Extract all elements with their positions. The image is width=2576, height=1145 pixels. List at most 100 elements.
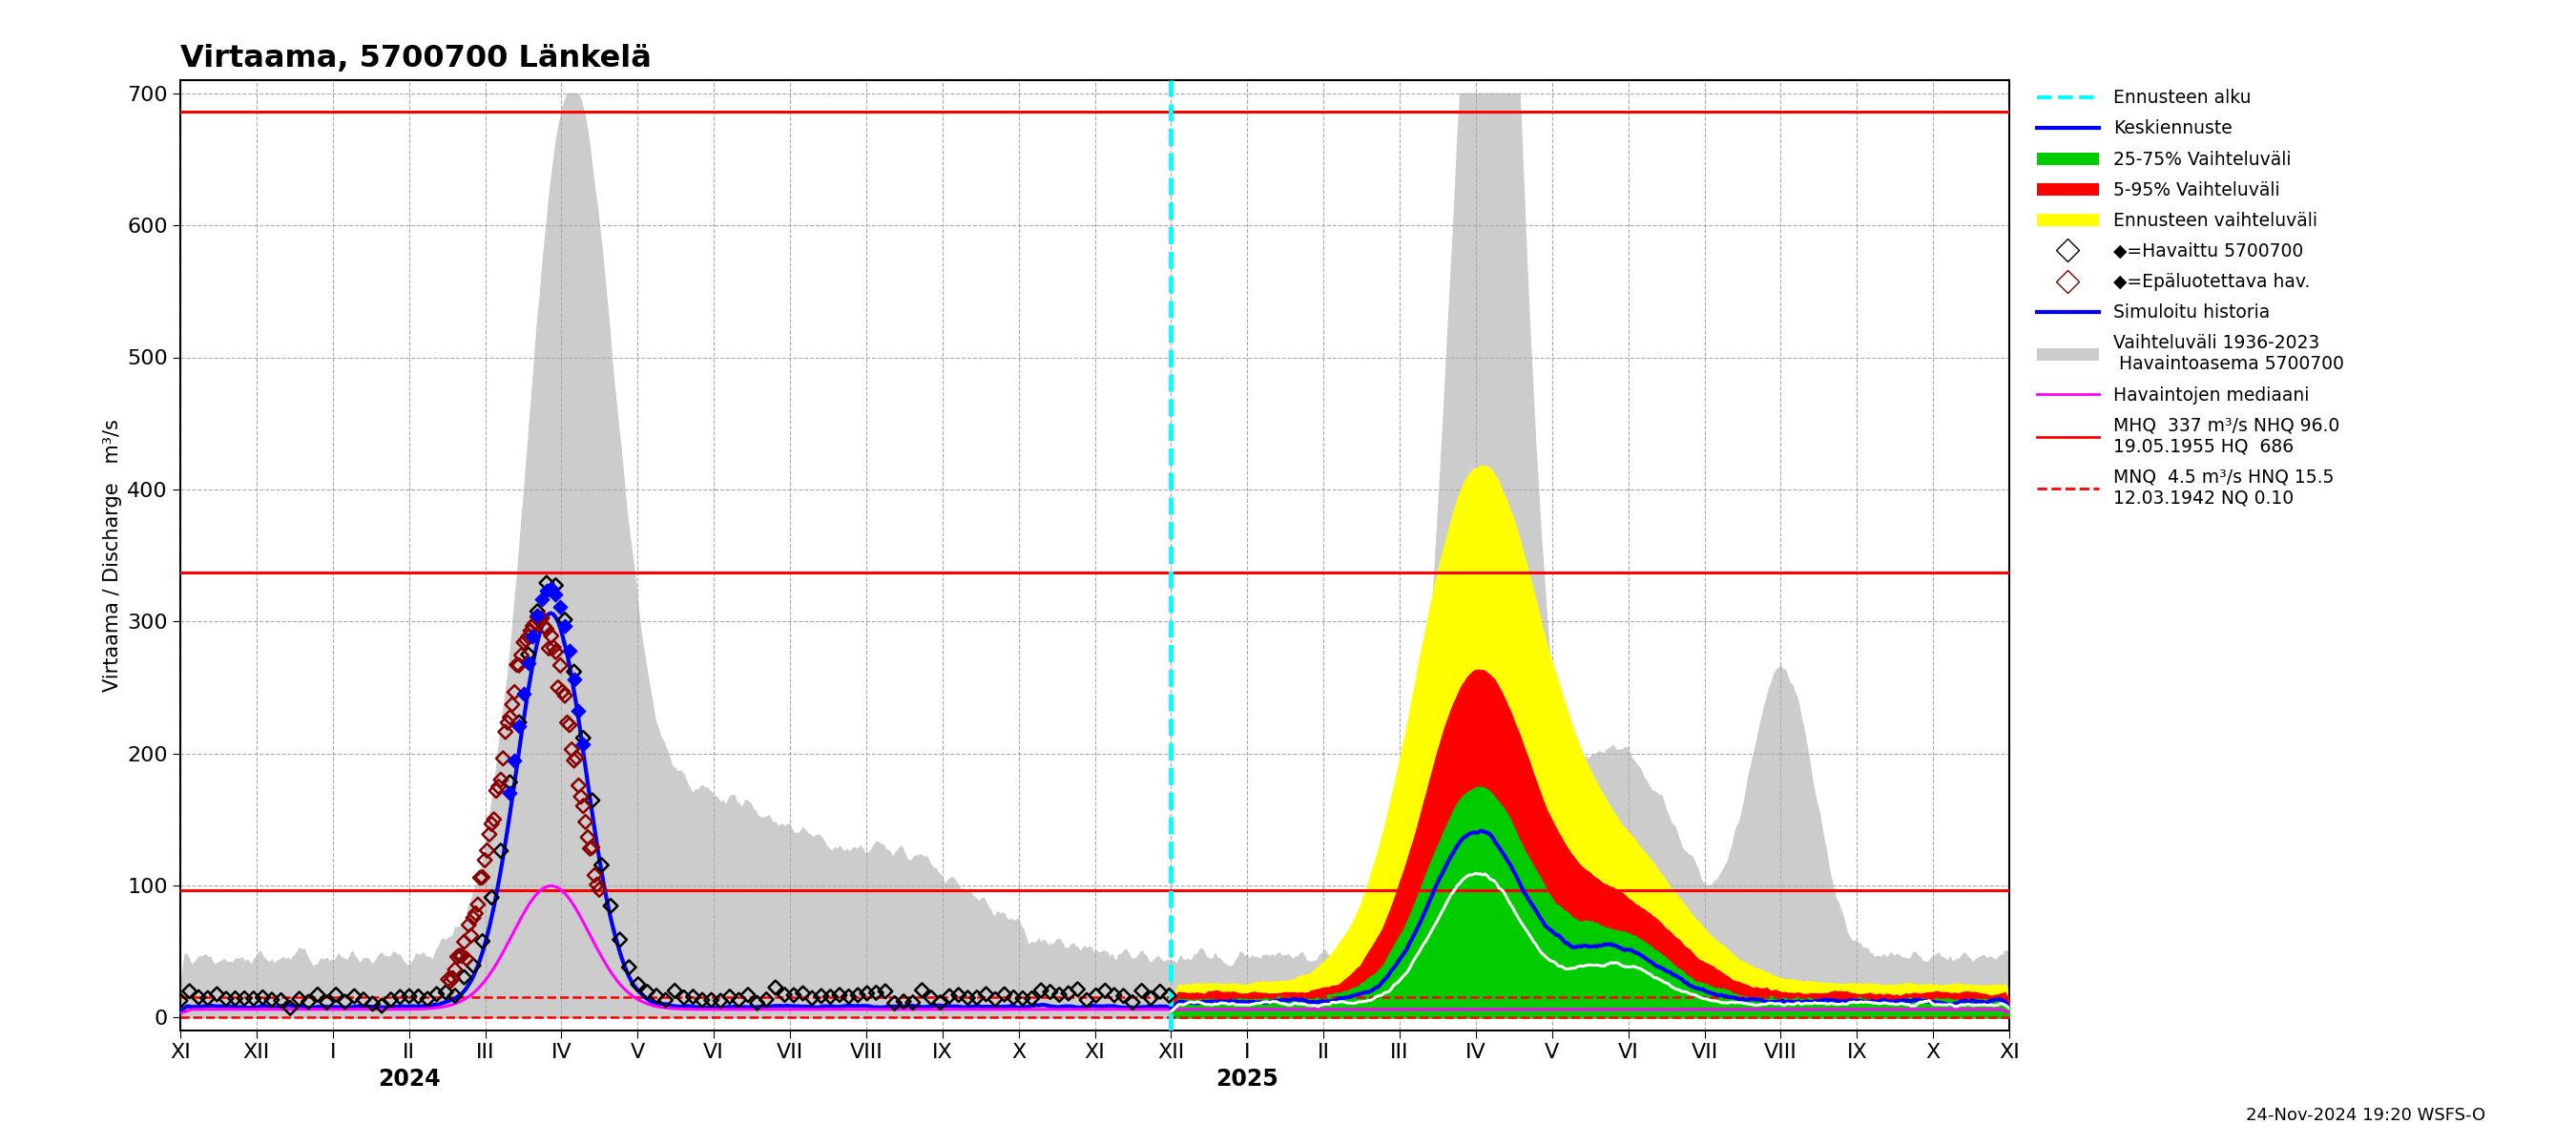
- Point: [873, 994, 914, 1012]
- Point: [520, 613, 562, 631]
- Point: [459, 869, 500, 887]
- Point: [407, 989, 448, 1008]
- Point: [541, 682, 582, 701]
- Point: [902, 981, 943, 1000]
- Point: [719, 990, 760, 1009]
- Point: [296, 986, 337, 1004]
- Point: [938, 986, 979, 1004]
- Point: [564, 813, 605, 831]
- Point: [507, 646, 549, 664]
- Point: [567, 828, 608, 846]
- Point: [580, 881, 621, 899]
- Point: [443, 933, 484, 951]
- Point: [307, 993, 348, 1011]
- Point: [556, 749, 598, 767]
- Point: [819, 986, 860, 1004]
- Point: [572, 838, 613, 856]
- Point: [523, 617, 564, 635]
- Point: [428, 970, 469, 988]
- Point: [636, 987, 677, 1005]
- Point: [371, 990, 412, 1009]
- Point: [569, 839, 611, 858]
- Point: [433, 969, 474, 987]
- Point: [526, 582, 567, 600]
- Point: [459, 895, 500, 914]
- Point: [690, 990, 732, 1009]
- Point: [672, 988, 714, 1006]
- Point: [353, 995, 394, 1013]
- Point: [755, 978, 796, 996]
- Point: [489, 784, 531, 803]
- Point: [577, 876, 618, 894]
- Point: [513, 617, 554, 635]
- Point: [909, 988, 951, 1006]
- Point: [809, 988, 850, 1006]
- Point: [500, 717, 541, 735]
- Point: [884, 993, 925, 1011]
- Point: [966, 985, 1007, 1003]
- Point: [992, 988, 1033, 1006]
- Point: [451, 926, 492, 945]
- Point: [500, 713, 541, 732]
- Point: [224, 989, 265, 1008]
- Point: [361, 996, 402, 1014]
- Point: [562, 735, 603, 753]
- Point: [737, 994, 778, 1012]
- Point: [417, 985, 459, 1003]
- Point: [948, 988, 989, 1006]
- Point: [456, 905, 497, 923]
- Point: [513, 627, 554, 646]
- Point: [461, 932, 502, 950]
- Point: [314, 986, 355, 1004]
- Point: [335, 987, 376, 1005]
- Point: [562, 729, 603, 748]
- Point: [325, 993, 366, 1011]
- Point: [1113, 993, 1154, 1011]
- Point: [551, 741, 592, 759]
- Point: [538, 678, 580, 696]
- Point: [528, 639, 569, 657]
- Point: [956, 988, 997, 1006]
- Point: [489, 708, 531, 726]
- Point: [536, 585, 577, 603]
- Point: [479, 842, 520, 860]
- Point: [448, 916, 489, 934]
- Point: [1074, 986, 1115, 1004]
- Point: [559, 776, 600, 795]
- Point: [510, 622, 551, 640]
- Y-axis label: Virtaama / Discharge   m³/s: Virtaama / Discharge m³/s: [103, 419, 121, 692]
- Point: [1056, 980, 1097, 998]
- Point: [701, 992, 742, 1010]
- Point: [518, 602, 559, 621]
- Point: [507, 655, 549, 673]
- Point: [848, 984, 889, 1002]
- Point: [232, 989, 273, 1008]
- Point: [471, 889, 513, 907]
- Point: [487, 713, 528, 732]
- Point: [520, 590, 562, 608]
- Point: [582, 856, 623, 875]
- Point: [974, 990, 1015, 1009]
- Text: 2025: 2025: [1216, 1067, 1278, 1090]
- Point: [474, 811, 515, 829]
- Point: [562, 797, 603, 815]
- Point: [744, 990, 786, 1009]
- Point: [425, 984, 466, 1002]
- Point: [477, 782, 518, 800]
- Point: [618, 976, 659, 994]
- Point: [662, 988, 703, 1006]
- Point: [531, 579, 572, 598]
- Point: [492, 695, 533, 713]
- Point: [531, 626, 572, 645]
- Point: [464, 851, 505, 869]
- Point: [270, 998, 312, 1017]
- Point: [1066, 990, 1108, 1009]
- Point: [520, 609, 562, 627]
- Point: [500, 646, 541, 664]
- Point: [495, 751, 536, 769]
- Point: [526, 621, 567, 639]
- Point: [518, 608, 559, 626]
- Point: [526, 574, 567, 592]
- Point: [572, 791, 613, 810]
- Point: [440, 947, 482, 965]
